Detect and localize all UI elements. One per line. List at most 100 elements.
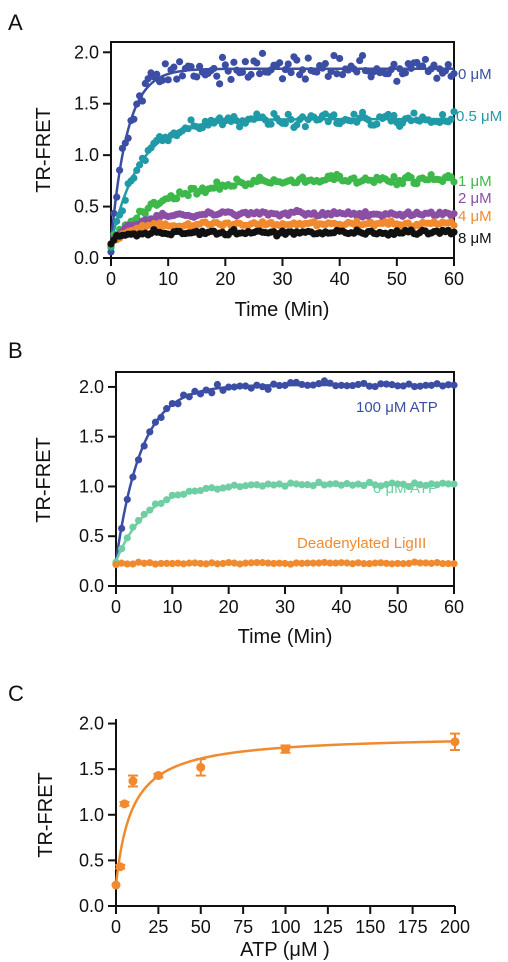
x-tick-label: 175 (398, 917, 428, 937)
panel-b-ticks: 0 10 20 30 40 50 60 0.0 0.5 1.0 1.5 2.0 (79, 377, 464, 617)
series-8 μM (107, 226, 458, 248)
data-point (330, 111, 338, 119)
series-4 μM (107, 217, 458, 248)
data-point (267, 120, 275, 128)
data-point (170, 63, 178, 71)
data-point (281, 744, 290, 754)
data-point (373, 120, 381, 128)
data-point (353, 68, 361, 76)
data-point (333, 70, 341, 78)
data-point (213, 72, 221, 80)
data-point (330, 51, 338, 60)
data-point (264, 385, 272, 393)
series-label: 0 μM ATP (373, 480, 438, 497)
x-tick-label: 50 (191, 917, 211, 937)
data-point (161, 60, 169, 68)
x-tick-label: 30 (272, 269, 292, 289)
fit-curve (114, 483, 454, 562)
data-point (430, 61, 438, 69)
data-point (338, 71, 347, 79)
panel-c-ylabel: TR-FRET (35, 772, 57, 858)
data-point (438, 111, 447, 119)
data-point (247, 70, 255, 79)
data-point (450, 108, 458, 116)
data-point (253, 59, 261, 67)
data-point (218, 53, 227, 61)
data-point (221, 61, 229, 69)
data-point (119, 799, 129, 809)
y-tick-label: 2.0 (74, 42, 99, 62)
data-point (208, 389, 216, 397)
data-point (216, 114, 224, 122)
y-tick-label: 1.5 (74, 94, 99, 114)
x-tick-label: 60 (444, 597, 464, 617)
data-point (196, 762, 206, 772)
data-point (350, 110, 358, 118)
data-point (401, 69, 410, 77)
series-1 μM (107, 170, 458, 250)
x-tick-label: 200 (440, 917, 470, 937)
x-tick-label: 20 (219, 597, 239, 617)
data-point (164, 76, 172, 84)
data-point (301, 122, 309, 131)
data-point (115, 862, 125, 872)
y-tick-label: 1.0 (74, 145, 99, 165)
data-point (433, 74, 441, 82)
data-point (390, 111, 398, 120)
series-label: 1 μM (458, 173, 492, 190)
fit-curve (110, 231, 454, 244)
y-tick-label: 1.0 (79, 476, 104, 496)
x-tick-label: 150 (355, 917, 385, 937)
series-0 μM (107, 49, 458, 256)
panel-a-ylabel: TR-FRET (33, 107, 55, 193)
data-point (164, 137, 172, 145)
data-point (336, 54, 344, 63)
data-point (176, 58, 184, 66)
data-point (450, 70, 458, 78)
panel-a-xlabel: Time (Min) (235, 299, 330, 321)
panel-c: C 0 25 50 75 100 125 150 175 2000.00.51.01.52.0 … (8, 681, 470, 961)
panel-c-xlabel: ATP (μM ) (240, 939, 330, 961)
fit-curve (110, 178, 454, 244)
data-point (213, 380, 221, 389)
data-point (216, 80, 224, 88)
panel-b: B 0 10 20 30 40 50 60 0.0 0.5 1.0 1.5 2.0 Time (Min… (8, 338, 464, 648)
y-tick-label: 0.0 (79, 576, 104, 596)
data-point (284, 60, 292, 68)
data-point (227, 75, 235, 84)
panel-c-label: C (8, 681, 24, 706)
data-point (358, 108, 367, 116)
panel-a-series-labels: 0 μM 0.5 μM 1 μM2 μM4 μM 8 μM (456, 66, 502, 247)
x-tick-label: 0 (111, 917, 121, 937)
data-point (421, 55, 430, 64)
data-point (128, 776, 138, 786)
data-point (198, 124, 207, 132)
data-point (304, 54, 312, 62)
data-point (241, 58, 249, 66)
x-tick-label: 50 (388, 597, 408, 617)
series-0 μM ATP (112, 478, 458, 566)
data-point (276, 59, 284, 67)
panel-b-plot-area (112, 377, 458, 569)
data-point (187, 116, 195, 124)
data-point (173, 75, 181, 83)
x-tick-label: 10 (162, 597, 182, 617)
series-100 μM ATP (112, 377, 458, 568)
series-label: 4 μM (458, 208, 492, 225)
panel-c-ticks: 0 25 50 75 100 125 150 175 200 0.0 0.5 1.0 1.5 2.0 (79, 714, 470, 937)
x-tick-label: 75 (233, 917, 253, 937)
panel-a-plot-area (107, 49, 458, 256)
data-point (358, 51, 367, 60)
data-point (230, 58, 238, 66)
x-tick-label: 0 (106, 269, 116, 289)
data-point (320, 377, 329, 385)
y-tick-label: 1.5 (79, 427, 104, 447)
data-point (153, 771, 163, 781)
panel-b-xlabel: Time (Min) (238, 626, 333, 648)
series-label: 2 μM (458, 190, 492, 207)
x-tick-label: 20 (215, 269, 235, 289)
data-point (187, 63, 195, 71)
data-point (450, 737, 460, 747)
data-point (178, 72, 187, 80)
